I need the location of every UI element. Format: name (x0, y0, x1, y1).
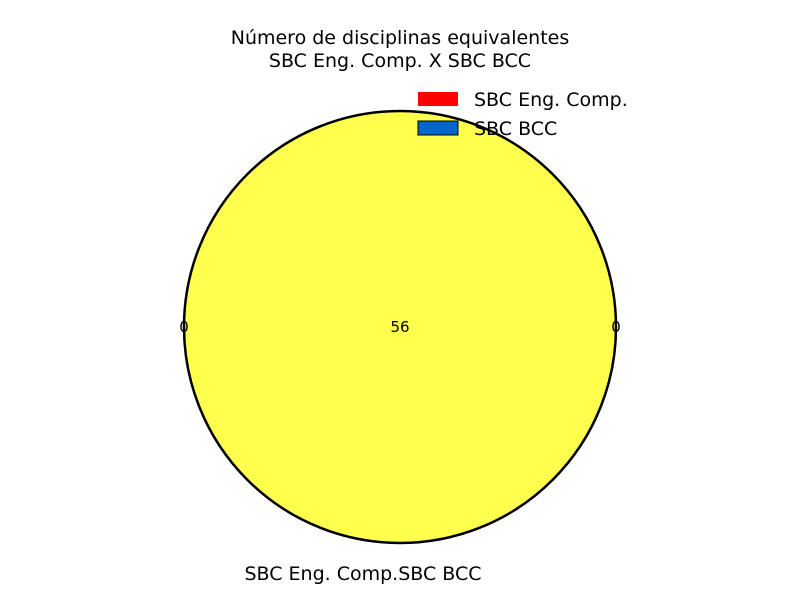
legend-swatch-sbc-bcc (417, 120, 459, 136)
set-label-first: SBC Eng. Comp. (244, 563, 398, 585)
legend: SBC Eng. Comp. SBC BCC (417, 89, 628, 140)
legend-label-sbc-eng-comp: SBC Eng. Comp. (474, 89, 628, 111)
legend-swatch-sbc-eng-comp (418, 92, 458, 106)
venn-intersection-circle (182, 109, 618, 545)
set-label-second: SBC BCC (398, 563, 481, 585)
legend-label-sbc-bcc: SBC BCC (474, 118, 557, 140)
region-label-intersection: 56 (390, 318, 409, 336)
chart-title-line-1: Número de disciplinas equivalentes (231, 27, 570, 49)
chart-title-line-2: SBC Eng. Comp. X SBC BCC (269, 50, 531, 72)
region-label-only-first: 0 (179, 318, 189, 336)
set-labels: SBC Eng. Comp.SBC BCC (244, 563, 481, 585)
region-label-only-second: 0 (611, 318, 621, 336)
